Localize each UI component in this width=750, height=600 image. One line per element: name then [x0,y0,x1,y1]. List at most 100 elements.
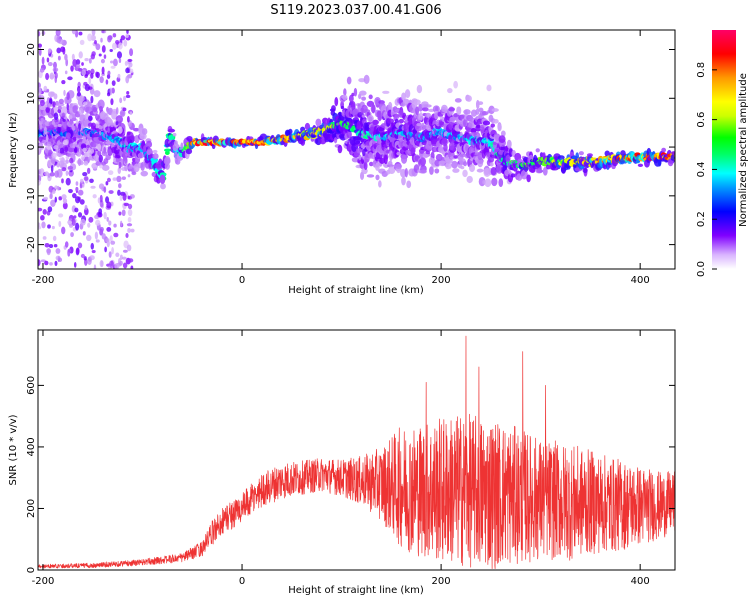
spectrogram-cell [65,159,69,164]
snr-y-tick-label: 0 [26,567,37,573]
spectrogram-cell [115,121,119,126]
spectrogram-cell [56,47,62,54]
spectrogram-cell [129,135,136,141]
spectrogram-cell [506,139,512,149]
spectrogram-cell [159,174,166,185]
spectrogram-cell [372,119,379,126]
spectrogram-cell [359,90,367,96]
spectrogram-cell [363,161,368,171]
spectrogram-cell [75,128,79,132]
spectrogram-cell [38,48,42,56]
spectrogram-cell [73,262,77,268]
spectrogram-cell [57,126,61,134]
spectrogram-cell [401,154,408,164]
spectrogram-cells [38,30,675,269]
spectrogram-cell [477,157,484,168]
spectrogram-cell [401,176,406,186]
spectrogram-cell [110,65,116,69]
spectrogram-x-tick-label: 400 [631,275,650,286]
snr-x-axis-label: Height of straight line (km) [288,585,424,596]
spectrogram-cell [90,72,94,79]
snr-panel: -200 0 200 400 0 200 400 600 Height of straigh… [8,329,676,596]
spectrogram-y-tick-label: -20 [26,236,37,252]
spectrogram-cell [41,30,46,36]
spectrogram-cell [492,118,499,124]
spectrogram-cell [87,33,93,42]
spectrogram-cell [49,124,54,128]
spectrogram-cell [127,216,132,223]
spectrogram-cell [463,109,471,115]
spectrogram-cell [41,221,46,229]
spectrogram-cell [121,176,126,180]
spectrogram-cell [604,150,610,157]
spectrogram-cell [47,206,53,213]
spectrogram-cell [115,107,119,115]
spectrogram-cell [432,105,440,113]
spectrogram-cell [45,72,50,81]
spectrogram-cell [39,123,43,130]
spectrogram-cell [95,133,100,137]
spectrogram-cell [421,107,429,112]
spectrogram-cell [46,57,50,63]
spectrogram-cell [119,97,123,104]
spectrogram-cell [156,176,161,184]
spectrogram-cell [126,30,129,34]
spectrogram-cell [67,165,74,170]
spectrogram-cell [47,62,53,67]
spectrogram-cell [105,181,109,186]
spectrogram-cell [72,105,78,114]
spectrogram-cell [58,213,64,218]
spectrogram-cell [500,130,506,137]
spectrogram-cell [404,168,408,178]
spectrogram-cell [109,60,114,64]
spectrogram-cell [497,123,502,132]
spectrogram-cell [435,125,442,130]
spectrogram-cell [51,225,55,230]
spectrogram-cell [476,168,484,173]
spectrogram-cell [470,128,477,134]
snr-y-axis-label: SNR (10 * v/v) [8,414,19,485]
spectrogram-cell [383,163,389,168]
spectrogram-cell [78,107,84,115]
spectrogram-cell [475,124,481,132]
spectrogram-cell [122,193,127,201]
spectrogram-cell [83,176,89,181]
spectrogram-cell [75,118,79,127]
spectrogram-cell [119,109,126,117]
spectrogram-cell [571,155,576,160]
spectrogram-cell [93,264,97,269]
spectrogram-cell [118,42,123,50]
spectrogram-cell [107,118,112,124]
spectrogram-cell [109,48,113,53]
spectrogram-cell [72,59,78,67]
spectrogram-cell [89,178,94,183]
spectrogram-cell [127,209,133,217]
spectrogram-cell [439,121,444,126]
spectrogram-cell [83,101,88,106]
spectrogram-cell [50,91,55,96]
spectrogram-cell [57,123,62,128]
spectrogram-cell [67,147,75,153]
spectrogram-cell [83,160,89,166]
spectrogram-cell [358,154,362,161]
spectrogram-cell [91,30,96,36]
spectrogram-cell [115,252,120,258]
spectrogram-cell [79,183,83,189]
spectrogram-cell [353,137,361,145]
spectrogram-cell [46,88,50,93]
spectrogram-cell [72,193,77,199]
spectrogram-cell [88,57,92,64]
spectrogram-cell [340,105,345,110]
spectrogram-cell [172,132,177,137]
spectrogram-cell [67,220,73,225]
spectrogram-cell [92,106,98,113]
spectrogram-cell [416,84,423,94]
spectrogram-cell [126,244,132,252]
spectrogram-cell [48,243,54,249]
spectrogram-cell [55,30,61,37]
chart-title: S119.2023.037.00.41.G06 [270,3,441,18]
spectrogram-cell [54,196,57,203]
spectrogram-cell [86,234,92,242]
spectrogram-cell [121,256,127,260]
spectrogram-cell [422,153,429,159]
